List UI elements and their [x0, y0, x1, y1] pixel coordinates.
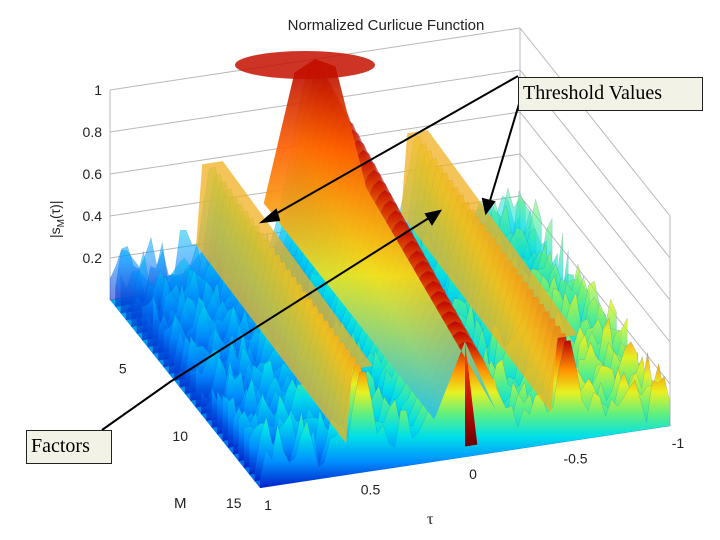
- z-tick-label: 0.6: [83, 166, 103, 182]
- z-tick-label: 0.4: [83, 208, 103, 224]
- threshold-ridge: [401, 130, 578, 413]
- threshold-values-callout: Threshold Values: [518, 77, 703, 111]
- tau-tick-label: 1: [264, 497, 272, 513]
- m-tick-label: 15: [226, 495, 242, 511]
- factors-arrow: [101, 215, 433, 431]
- z-tick-label: 1: [94, 82, 102, 98]
- grid-line: [519, 27, 671, 217]
- z-axis-label: |sM(τ)|: [47, 201, 67, 238]
- m-tick-label: 10: [172, 428, 188, 444]
- tau-tick-label: 0: [469, 466, 477, 482]
- grid-line: [109, 111, 671, 301]
- surface-plot: [109, 51, 671, 489]
- m-axis-label: M: [174, 495, 187, 512]
- tau-axis-label: τ: [427, 511, 434, 528]
- tau-tick-label: -0.5: [563, 451, 587, 467]
- factors-arrow-head: [424, 209, 443, 226]
- z-tick-label: 0.8: [83, 124, 103, 140]
- threshold-arrow-left: [271, 75, 519, 217]
- threshold-ridge: [196, 161, 373, 444]
- ridge-peak: [235, 51, 375, 79]
- chart-title: Normalized Curlicue Function: [288, 17, 485, 34]
- factors-callout: Factors: [26, 430, 112, 464]
- threshold-arrow-right-head: [481, 197, 496, 216]
- annotation-arrows: [101, 75, 520, 431]
- tau-tick-label: -1: [672, 435, 685, 451]
- z-tick-label: 0.2: [83, 250, 103, 266]
- central-ridge: [263, 59, 496, 420]
- threshold-arrow-left-head: [258, 208, 281, 224]
- threshold-arrow-right: [488, 103, 520, 205]
- m-tick-label: 5: [119, 361, 127, 377]
- svg-text:|sM(τ)|: |sM(τ)|: [47, 201, 67, 238]
- grid-line: [109, 69, 671, 259]
- ridge-cut-face: [465, 341, 478, 447]
- tau-tick-label: 0.5: [361, 482, 381, 498]
